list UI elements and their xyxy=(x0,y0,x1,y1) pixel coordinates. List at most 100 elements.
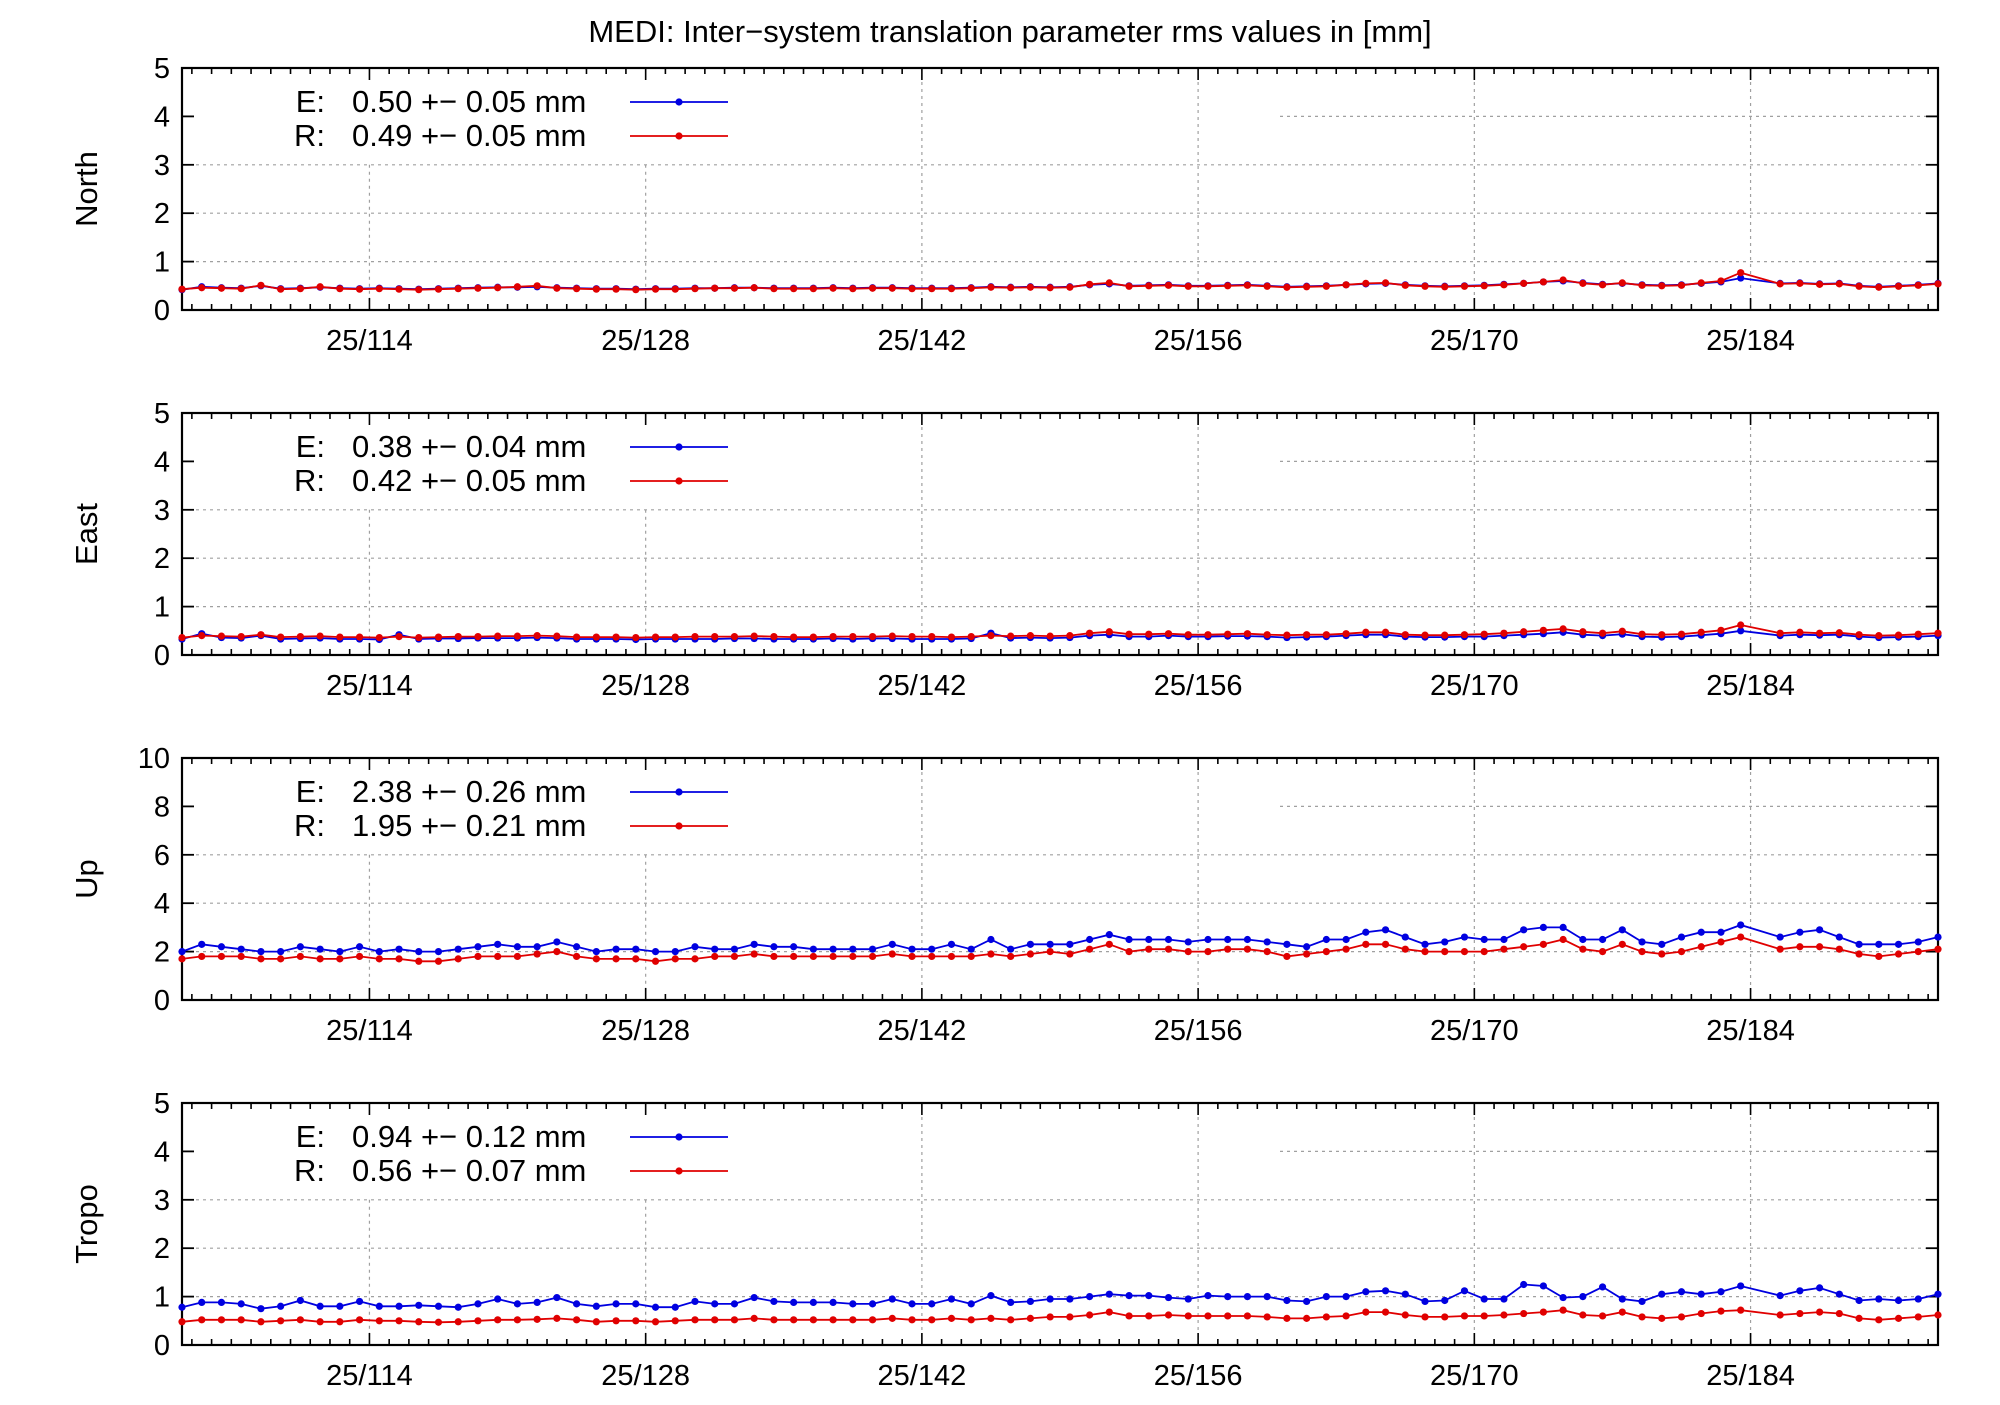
data-point-r xyxy=(1894,631,1903,639)
data-point-r xyxy=(1204,631,1212,639)
data-point-r xyxy=(1263,1313,1271,1321)
x-tick-label: 25/184 xyxy=(1706,1360,1795,1392)
data-point-e xyxy=(1875,1295,1883,1303)
data-point-e xyxy=(730,1300,739,1308)
data-point-r xyxy=(316,632,324,640)
x-tick-label: 25/142 xyxy=(878,1360,967,1392)
series-line-r xyxy=(181,271,1939,291)
data-point-r xyxy=(1283,283,1291,291)
legend-label: 0.94 +− 0.12 mm xyxy=(352,1119,586,1154)
y-tick-label: 2 xyxy=(154,1233,170,1265)
data-point-r xyxy=(494,632,502,640)
data-point-r xyxy=(217,952,226,961)
data-point-e xyxy=(296,943,304,951)
data-point-r xyxy=(336,285,344,293)
data-point-r xyxy=(1283,952,1291,961)
data-point-r xyxy=(1816,1308,1824,1316)
data-point-r xyxy=(1717,626,1725,634)
data-point-r xyxy=(1283,631,1291,639)
data-point-r xyxy=(1618,627,1626,635)
data-point-r xyxy=(651,633,660,641)
data-point-e xyxy=(1303,1297,1311,1306)
data-point-r xyxy=(947,633,956,641)
data-point-r xyxy=(553,284,561,292)
data-point-r xyxy=(1224,282,1232,290)
data-point-e xyxy=(1677,1288,1686,1296)
data-point-r xyxy=(1401,945,1409,953)
data-point-e xyxy=(1539,923,1547,932)
data-point-r xyxy=(1737,621,1745,629)
data-point-e xyxy=(1441,1296,1449,1305)
data-point-e xyxy=(1855,1296,1863,1305)
data-point-e xyxy=(474,1300,482,1308)
data-point-e xyxy=(967,945,975,953)
data-point-r xyxy=(790,285,798,293)
data-point-r xyxy=(1559,1306,1567,1314)
data-point-r xyxy=(573,952,581,961)
data-point-e xyxy=(494,1295,502,1303)
data-point-e xyxy=(1362,1288,1370,1296)
data-point-r xyxy=(1500,1311,1508,1319)
data-point-r xyxy=(730,633,739,641)
data-point-r xyxy=(1894,1314,1903,1322)
data-point-e xyxy=(612,1300,620,1308)
data-point-r xyxy=(1322,282,1330,290)
data-point-e xyxy=(1184,1295,1192,1303)
data-point-r xyxy=(1342,281,1350,289)
legend-marker-e xyxy=(675,1133,683,1141)
data-point-e xyxy=(1164,935,1173,944)
data-point-e xyxy=(651,1303,660,1311)
data-point-r xyxy=(1520,1309,1528,1318)
data-point-e xyxy=(1263,1293,1271,1301)
data-point-e xyxy=(1559,923,1567,932)
data-point-r xyxy=(1598,948,1607,956)
data-point-r xyxy=(967,1316,975,1324)
data-point-r xyxy=(1460,948,1469,956)
data-point-r xyxy=(494,284,502,292)
data-point-r xyxy=(1697,1309,1705,1318)
data-point-r xyxy=(494,952,502,961)
data-point-e xyxy=(454,1303,462,1311)
data-point-r xyxy=(1184,631,1192,639)
data-point-r xyxy=(1658,950,1666,958)
data-point-e xyxy=(908,945,916,953)
data-point-r xyxy=(849,633,857,641)
data-point-r xyxy=(1421,948,1429,956)
data-point-r xyxy=(671,1317,679,1325)
data-point-e xyxy=(1835,1290,1843,1298)
x-tick-label: 25/170 xyxy=(1430,1015,1519,1047)
data-point-e xyxy=(395,945,403,953)
data-point-e xyxy=(1658,940,1666,948)
data-point-r xyxy=(217,284,226,292)
data-point-r xyxy=(198,1316,206,1324)
data-point-r xyxy=(1875,283,1883,291)
data-point-r xyxy=(1598,1312,1607,1320)
data-point-r xyxy=(1638,1313,1646,1321)
data-point-r xyxy=(1579,279,1587,287)
data-point-e xyxy=(573,1300,581,1308)
data-point-r xyxy=(1007,632,1015,640)
data-point-r xyxy=(1500,281,1508,289)
data-point-r xyxy=(434,1318,443,1326)
data-point-r xyxy=(296,1316,304,1324)
data-point-r xyxy=(474,1317,482,1325)
data-point-e xyxy=(790,943,798,951)
data-point-r xyxy=(691,955,699,963)
data-point-e xyxy=(1776,933,1784,941)
data-point-r xyxy=(1914,281,1922,289)
data-point-r xyxy=(967,633,975,641)
data-point-e xyxy=(1776,1292,1784,1300)
data-point-r xyxy=(711,633,719,641)
data-point-r xyxy=(1816,943,1824,951)
data-point-r xyxy=(533,950,541,958)
data-point-e xyxy=(868,945,877,953)
data-point-r xyxy=(1243,630,1252,638)
data-point-e xyxy=(750,1293,758,1302)
data-point-r xyxy=(1085,280,1094,288)
data-point-r xyxy=(750,1314,758,1322)
data-point-e xyxy=(730,945,739,953)
data-point-r xyxy=(1441,631,1449,639)
data-point-r xyxy=(928,952,936,961)
data-point-r xyxy=(533,632,541,640)
data-point-r xyxy=(868,1316,877,1324)
